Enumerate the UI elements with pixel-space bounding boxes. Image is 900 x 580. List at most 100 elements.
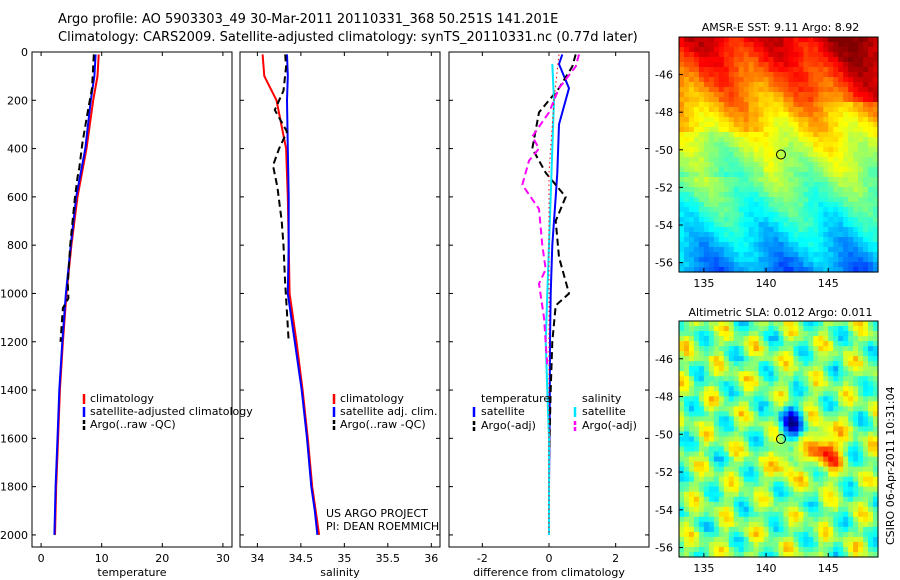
heatmap-cell bbox=[843, 157, 849, 163]
heatmap-cell bbox=[763, 162, 770, 168]
heatmap-cell bbox=[693, 212, 700, 218]
heatmap-cell bbox=[863, 406, 869, 412]
heatmap-cell bbox=[738, 516, 745, 523]
heatmap-cell bbox=[768, 102, 775, 108]
heatmap-cell bbox=[703, 107, 710, 113]
heatmap-cell bbox=[679, 536, 685, 543]
heatmap-cell bbox=[778, 551, 785, 558]
legend-label: Argo(..raw -QC) bbox=[340, 418, 426, 431]
heatmap-cell bbox=[793, 351, 799, 357]
heatmap-cell bbox=[808, 416, 814, 423]
heatmap-cell bbox=[818, 92, 824, 98]
heatmap-cell bbox=[773, 192, 780, 198]
heatmap-cell bbox=[768, 461, 775, 468]
heatmap-cell bbox=[753, 501, 760, 508]
heatmap-cell bbox=[823, 446, 829, 453]
heatmap-cell bbox=[773, 441, 780, 448]
heatmap-cell bbox=[723, 267, 730, 273]
heatmap-cell bbox=[803, 401, 809, 407]
heatmap-cell bbox=[848, 97, 854, 103]
heatmap-cell bbox=[728, 411, 735, 417]
heatmap-cell bbox=[868, 212, 874, 218]
heatmap-cell bbox=[818, 57, 824, 63]
heatmap-cell bbox=[718, 37, 725, 43]
heatmap-cell bbox=[708, 326, 715, 332]
heatmap-cell bbox=[753, 321, 760, 327]
heatmap-cell bbox=[808, 481, 814, 488]
heatmap-cell bbox=[773, 197, 780, 203]
heatmap-cell bbox=[688, 247, 695, 253]
heatmap-cell bbox=[788, 152, 795, 158]
heatmap-cell bbox=[793, 182, 799, 188]
heatmap-cell bbox=[778, 511, 785, 518]
heatmap-cell bbox=[728, 461, 735, 468]
heatmap-cell bbox=[693, 536, 700, 543]
heatmap-cell bbox=[738, 446, 745, 453]
heatmap-cell bbox=[848, 406, 854, 412]
heatmap-cell bbox=[698, 506, 705, 513]
heatmap-cell bbox=[838, 536, 844, 543]
heatmap-cell bbox=[843, 541, 849, 548]
heatmap-cell bbox=[828, 551, 834, 558]
heatmap-cell bbox=[688, 157, 695, 163]
heatmap-cell bbox=[708, 321, 715, 327]
heatmap-cell bbox=[773, 486, 780, 493]
heatmap-cell bbox=[833, 541, 839, 548]
heatmap-cell bbox=[813, 531, 819, 538]
heatmap-cell bbox=[733, 516, 740, 523]
heatmap-cell bbox=[873, 142, 879, 148]
heatmap-cell bbox=[873, 87, 879, 93]
heatmap-cell bbox=[698, 391, 705, 397]
heatmap-cell bbox=[763, 92, 770, 98]
heatmap-cell bbox=[698, 202, 705, 208]
heatmap-cell bbox=[698, 127, 705, 133]
heatmap-cell bbox=[773, 491, 780, 498]
heatmap-cell bbox=[773, 77, 780, 83]
y-tick-label: -48 bbox=[655, 391, 673, 404]
heatmap-cell bbox=[813, 132, 819, 138]
heatmap-cell bbox=[733, 177, 740, 183]
heatmap-cell bbox=[748, 406, 755, 412]
heatmap-cell bbox=[798, 67, 804, 73]
heatmap-cell bbox=[698, 232, 705, 238]
heatmap-cell bbox=[713, 97, 720, 103]
heatmap-cell bbox=[783, 481, 790, 488]
heatmap-cell bbox=[828, 411, 834, 417]
heatmap-cell bbox=[858, 152, 864, 158]
x-axis-label: temperature bbox=[97, 566, 166, 579]
heatmap-cell bbox=[873, 212, 879, 218]
heatmap-cell bbox=[713, 237, 720, 243]
heatmap-cell bbox=[803, 152, 809, 158]
heatmap-cell bbox=[723, 242, 730, 248]
series-line-satellite-adj-clim- bbox=[285, 54, 319, 536]
heatmap-cell bbox=[703, 366, 710, 372]
heatmap-cell bbox=[679, 331, 685, 337]
heatmap-cell bbox=[708, 102, 715, 108]
heatmap-cell bbox=[713, 471, 720, 478]
heatmap-cell bbox=[813, 526, 819, 533]
heatmap-cell bbox=[698, 227, 705, 233]
heatmap-cell bbox=[873, 162, 879, 168]
heatmap-cell bbox=[763, 102, 770, 108]
heatmap-cell bbox=[833, 247, 839, 253]
heatmap-cell bbox=[803, 202, 809, 208]
heatmap-cell bbox=[788, 401, 795, 407]
heatmap-cell bbox=[823, 107, 829, 113]
heatmap-cell bbox=[688, 326, 695, 332]
heatmap-cell bbox=[753, 242, 760, 248]
heatmap-cell bbox=[763, 242, 770, 248]
heatmap-cell bbox=[713, 192, 720, 198]
heatmap-cell bbox=[808, 142, 814, 148]
heatmap-cell bbox=[693, 426, 700, 433]
heatmap-cell bbox=[688, 167, 695, 173]
heatmap-cell bbox=[868, 421, 874, 428]
heatmap-cell bbox=[863, 471, 869, 478]
heatmap-cell bbox=[838, 366, 844, 372]
heatmap-cell bbox=[708, 341, 715, 347]
heatmap-cell bbox=[838, 531, 844, 538]
heatmap-cell bbox=[778, 137, 785, 143]
heatmap-cell bbox=[763, 436, 770, 443]
heatmap-cell bbox=[773, 107, 780, 113]
heatmap-cell bbox=[733, 202, 740, 208]
heatmap-cell bbox=[828, 217, 834, 223]
